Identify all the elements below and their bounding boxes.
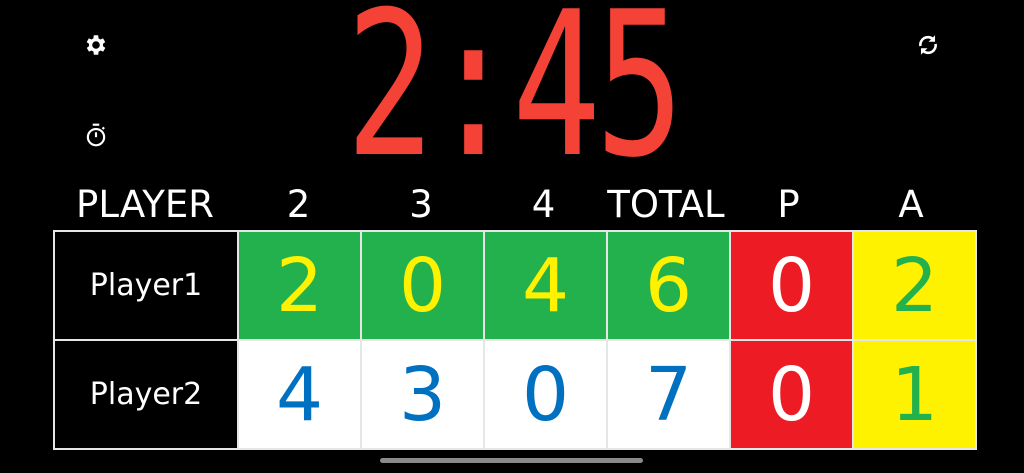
table-row: Player1 2 0 4 6 0 2 — [53, 230, 977, 341]
a-cell[interactable]: 2 — [852, 230, 977, 341]
header-4: 4 — [531, 183, 556, 226]
table-row: Player2 4 3 0 7 0 1 — [53, 339, 977, 450]
header-3: 3 — [409, 183, 433, 226]
gear-icon[interactable] — [83, 32, 109, 58]
score-cell[interactable]: 3 — [360, 339, 485, 450]
home-indicator[interactable] — [380, 458, 643, 463]
clock-text: 2:45 — [345, 0, 685, 202]
refresh-icon[interactable] — [915, 32, 941, 58]
header-p: P — [777, 183, 800, 226]
p-cell[interactable]: 0 — [729, 230, 854, 341]
player-name[interactable]: Player2 — [53, 339, 239, 450]
p-cell[interactable]: 0 — [729, 339, 854, 450]
total-cell[interactable]: 7 — [606, 339, 731, 450]
score-cell[interactable]: 4 — [237, 339, 362, 450]
score-cell[interactable]: 0 — [483, 339, 608, 450]
score-cell[interactable]: 2 — [237, 230, 362, 341]
player-name[interactable]: Player1 — [53, 230, 239, 341]
game-clock[interactable]: 2:45 — [322, 0, 702, 202]
header-player: PLAYER — [76, 183, 214, 226]
a-cell[interactable]: 1 — [852, 339, 977, 450]
total-cell[interactable]: 6 — [606, 230, 731, 341]
score-cell[interactable]: 0 — [360, 230, 485, 341]
header-a: A — [898, 183, 924, 226]
header-2: 2 — [286, 183, 311, 226]
score-table: Player1 2 0 4 6 0 2 Player2 4 3 0 7 0 1 — [53, 230, 977, 450]
stopwatch-icon[interactable] — [83, 122, 109, 148]
header-total: TOTAL — [607, 183, 725, 226]
score-cell[interactable]: 4 — [483, 230, 608, 341]
